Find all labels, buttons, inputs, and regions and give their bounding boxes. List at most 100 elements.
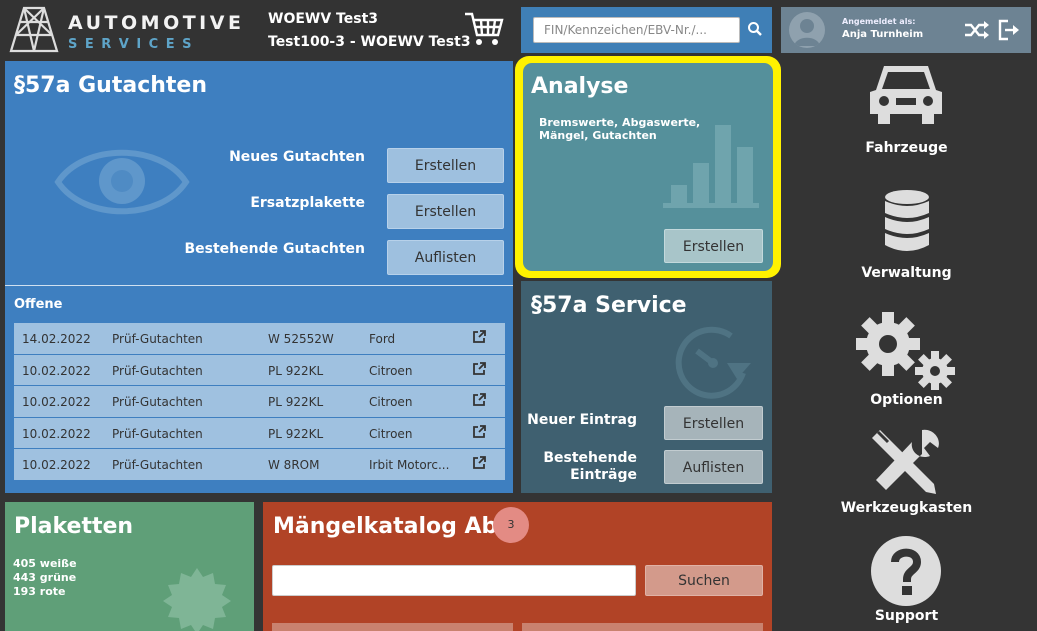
nav-fahrzeuge[interactable]: Fahrzeuge xyxy=(840,60,973,160)
cell-date: 10.02.2022 xyxy=(22,395,91,410)
nav-label-support: Support xyxy=(874,608,939,624)
cell-date: 10.02.2022 xyxy=(22,458,91,473)
organization-name: WOEWV Test3 xyxy=(268,11,379,27)
table-row[interactable]: 10.02.2022 Prüf-Gutachten PL 922KL Citro… xyxy=(14,354,505,387)
offene-table: 14.02.2022 Prüf-Gutachten W 52552W Ford … xyxy=(14,323,505,481)
nav-label-werkzeugkasten: Werkzeugkasten xyxy=(840,500,973,516)
stat-green: 443 grüne xyxy=(13,571,77,584)
cell-plate: PL 922KL xyxy=(268,426,324,441)
plaketten-panel: Plaketten 405 weiße 443 grüne 193 rote xyxy=(5,502,254,631)
table-row[interactable]: 14.02.2022 Prüf-Gutachten W 52552W Ford xyxy=(14,323,505,355)
maengel-button-partial-left[interactable] xyxy=(272,623,513,631)
offene-title: Offene xyxy=(14,297,63,312)
label-bestehende: Bestehende xyxy=(543,450,637,466)
stat-red: 193 rote xyxy=(13,585,66,598)
label-ersatzplakette: Ersatzplakette xyxy=(250,195,365,211)
cell-type: Prüf-Gutachten xyxy=(112,332,203,346)
gears-icon xyxy=(856,312,955,390)
question-icon xyxy=(871,536,941,606)
user-name: Anja Turnheim xyxy=(842,29,924,40)
cell-plate: W 52552W xyxy=(268,332,334,346)
label-bestehende-gutachten: Bestehende Gutachten xyxy=(184,241,365,257)
search-bar xyxy=(521,7,772,53)
label-neues-gutachten: Neues Gutachten xyxy=(229,149,365,165)
cell-plate: W 8ROM xyxy=(268,458,320,473)
cell-brand: Ford xyxy=(369,332,396,346)
gutachten-panel: §57a Gutachten Neues Gutachten Erstellen… xyxy=(5,61,513,493)
search-icon[interactable] xyxy=(747,21,763,37)
ersatzplakette-button[interactable]: Erstellen xyxy=(387,194,504,229)
count-badge: 3 xyxy=(493,507,529,543)
maengel-panel: Mängelkatalog Abo Suchen xyxy=(263,502,772,631)
nav-label-verwaltung: Verwaltung xyxy=(861,265,952,281)
analyse-title: Analyse xyxy=(531,74,629,99)
analyse-panel: Analyse Bremswerte, Abgaswerte, Mängel, … xyxy=(523,63,773,271)
cell-plate: PL 922KL xyxy=(268,395,324,410)
logout-icon[interactable] xyxy=(997,19,1021,41)
gutachten-title: §57a Gutachten xyxy=(14,73,208,98)
organization-location: Test100-3 - WOEWV Test3 xyxy=(268,34,471,50)
nav-label-fahrzeuge: Fahrzeuge xyxy=(865,140,948,156)
user-panel: Angemeldet als: Anja Turnheim xyxy=(781,7,1031,53)
nav-werkzeugkasten[interactable]: Werkzeugkasten xyxy=(840,428,973,520)
service-title: §57a Service xyxy=(531,293,687,318)
divider xyxy=(5,285,513,286)
plaketten-title: Plaketten xyxy=(14,514,134,539)
nav-verwaltung[interactable]: Verwaltung xyxy=(840,189,973,285)
analyse-subtitle: Bremswerte, Abgaswerte, Mängel, Gutachte… xyxy=(539,116,701,142)
eye-icon xyxy=(54,149,190,215)
tools-icon xyxy=(872,429,939,494)
table-row[interactable]: 10.02.2022 Prüf-Gutachten PL 922KL Citro… xyxy=(14,386,505,418)
bar-chart-icon xyxy=(663,125,759,208)
cell-type: Prüf-Gutachten xyxy=(112,458,203,473)
analyse-highlight: Analyse Bremswerte, Abgaswerte, Mängel, … xyxy=(515,56,781,278)
top-header: AUTOMOTIVE SERVICES WOEWV Test3 Test100-… xyxy=(0,0,1037,60)
stat-white: 405 weiße xyxy=(13,557,77,570)
nav-optionen[interactable]: Optionen xyxy=(840,310,973,410)
cell-date: 14.02.2022 xyxy=(22,332,91,346)
external-link-icon[interactable] xyxy=(472,393,486,407)
maengel-button-partial-right[interactable] xyxy=(522,623,763,631)
label-neuer-eintrag: Neuer Eintrag xyxy=(527,412,637,428)
maengel-search-input[interactable] xyxy=(272,565,636,596)
nav-label-optionen: Optionen xyxy=(870,392,943,408)
seal-icon xyxy=(163,568,231,631)
logo-text: AUTOMOTIVE xyxy=(68,12,245,34)
database-icon xyxy=(885,190,929,251)
logo-subtext: SERVICES xyxy=(68,37,199,52)
suchen-button[interactable]: Suchen xyxy=(645,565,763,596)
bestehende-eintraege-button[interactable]: Auflisten xyxy=(664,450,763,484)
clock-refresh-icon xyxy=(675,326,751,399)
plaketten-stats: 405 weiße 443 grüne 193 rote xyxy=(13,557,77,599)
bestehende-gutachten-button[interactable]: Auflisten xyxy=(387,240,504,275)
table-row[interactable]: 10.02.2022 Prüf-Gutachten PL 922KL Citro… xyxy=(14,417,505,450)
cart-icon[interactable] xyxy=(464,11,504,47)
car-icon xyxy=(870,66,942,124)
label-eintraege: Einträge xyxy=(570,467,637,483)
row-bestehende-eintraege: Bestehende Einträge xyxy=(521,450,637,484)
service-panel: §57a Service Neuer Eintrag Erstellen Bes… xyxy=(521,281,772,493)
external-link-icon[interactable] xyxy=(472,361,486,376)
external-link-icon[interactable] xyxy=(472,424,486,439)
nav-support[interactable]: Support xyxy=(840,533,973,628)
row-bestehende-gutachten: Bestehende Gutachten xyxy=(5,241,365,263)
switch-account-icon[interactable] xyxy=(964,20,990,40)
cell-type: Prüf-Gutachten xyxy=(112,363,203,378)
row-neuer-eintrag: Neuer Eintrag xyxy=(521,412,637,434)
external-link-icon[interactable] xyxy=(472,456,486,470)
row-neues-gutachten: Neues Gutachten xyxy=(5,149,365,171)
cell-brand: Citroen xyxy=(369,363,413,378)
analyse-erstellen-button[interactable]: Erstellen xyxy=(664,229,763,263)
neues-gutachten-button[interactable]: Erstellen xyxy=(387,148,504,183)
neuer-eintrag-button[interactable]: Erstellen xyxy=(664,406,763,440)
table-row[interactable]: 10.02.2022 Prüf-Gutachten W 8ROM Irbit M… xyxy=(14,449,505,481)
row-ersatzplakette: Ersatzplakette xyxy=(5,195,365,217)
cell-plate: PL 922KL xyxy=(268,363,324,378)
cell-brand: Citroen xyxy=(369,426,413,441)
search-input[interactable] xyxy=(533,17,740,43)
avatar[interactable] xyxy=(789,12,825,48)
cell-brand: Citroen xyxy=(369,395,413,410)
logged-in-label: Angemeldet als: xyxy=(842,17,916,26)
cell-date: 10.02.2022 xyxy=(22,363,91,378)
external-link-icon[interactable] xyxy=(472,330,486,344)
